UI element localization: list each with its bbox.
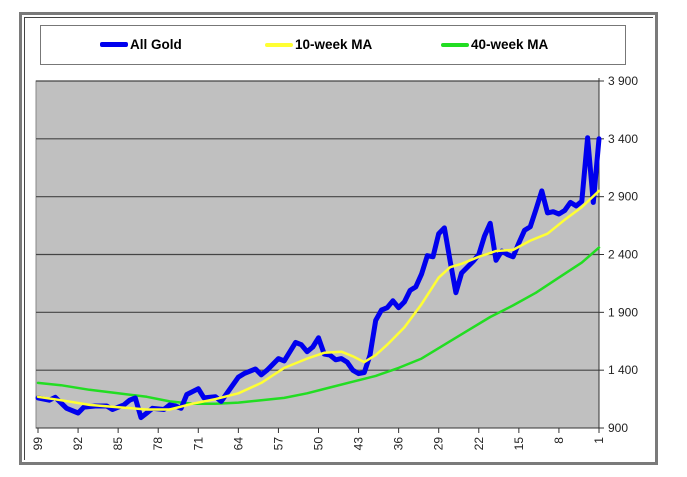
x-tick-label: 85 [111, 437, 125, 451]
chart-frame-inner [24, 17, 653, 460]
y-tick-label: 1 900 [608, 305, 638, 319]
x-tick-label: 36 [392, 437, 406, 451]
legend-label: All Gold [130, 37, 182, 52]
y-tick-label: 1 400 [608, 363, 638, 377]
legend-label: 10-week MA [295, 37, 373, 52]
x-tick-label: 29 [432, 437, 446, 451]
x-tick-label: 50 [312, 437, 326, 451]
x-tick-label: 64 [231, 437, 245, 451]
y-tick-label: 900 [608, 421, 628, 435]
legend-label: 40-week MA [471, 37, 549, 52]
x-tick-label: 71 [191, 437, 205, 451]
x-tick-label: 99 [31, 437, 45, 451]
legend-swatch-blue-icon [100, 42, 128, 47]
legend-item-10-week-ma: 10-week MA [265, 37, 372, 52]
x-tick-label: 1 [592, 437, 606, 444]
series-line-10-week-ma [36, 189, 601, 411]
legend-swatch-green-icon [441, 42, 469, 47]
x-tick-label: 92 [71, 437, 85, 451]
legend: All Gold 10-week MA 40-week MA [40, 25, 626, 65]
y-tick-label: 3 400 [608, 132, 638, 146]
x-tick-label: 22 [472, 437, 486, 451]
legend-item-40-week-ma: 40-week MA [441, 37, 548, 52]
x-tick-label: 8 [552, 437, 566, 444]
x-tick-label: 15 [512, 437, 526, 451]
y-tick-label: 2 400 [608, 248, 638, 262]
x-tick-label: 57 [271, 437, 285, 451]
y-tick-label: 3 900 [608, 74, 638, 88]
series-line-40-week-ma [36, 246, 601, 405]
x-tick-label: 43 [352, 437, 366, 451]
x-tick-label: 78 [151, 437, 165, 451]
y-tick-label: 2 900 [608, 190, 638, 204]
legend-item-all-gold: All Gold [100, 37, 182, 52]
legend-swatch-yellow-icon [265, 42, 293, 47]
